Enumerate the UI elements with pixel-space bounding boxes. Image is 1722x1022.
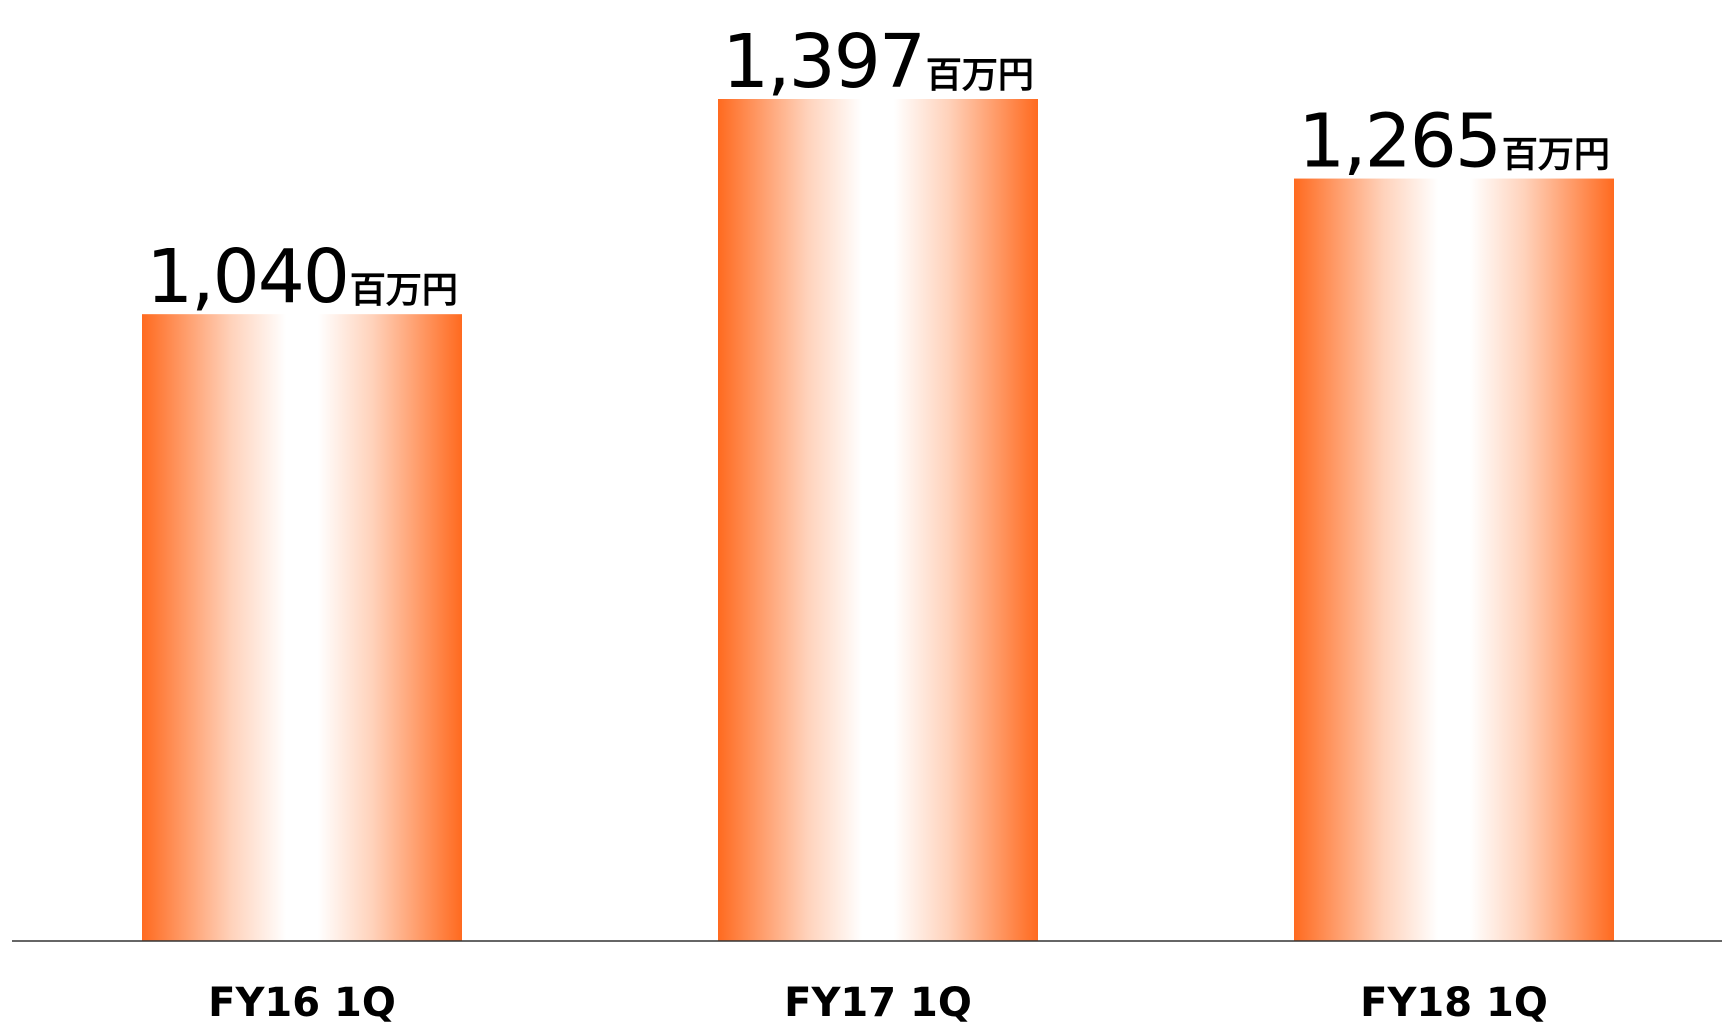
data-label-unit: 百万円 [350, 270, 458, 311]
data-label-value: 1,040 [146, 234, 348, 320]
data-label-value: 1,397 [722, 19, 924, 105]
data-label-1: 1,040百万円 [146, 234, 458, 320]
bar-3 [1294, 178, 1614, 941]
data-label-3: 1,265百万円 [1298, 99, 1610, 185]
x-tick-label-2: FY17 1Q [784, 980, 972, 1022]
x-tick-label-1: FY16 1Q [208, 980, 396, 1022]
data-label-unit: 百万円 [926, 55, 1034, 96]
data-label-unit: 百万円 [1502, 135, 1610, 176]
data-label-2: 1,397百万円 [722, 19, 1034, 105]
bar-2 [718, 99, 1038, 941]
x-tick-label-3: FY18 1Q [1360, 980, 1548, 1022]
bars-layer [142, 99, 1614, 941]
bar-1 [142, 314, 462, 941]
data-label-value: 1,265 [1298, 99, 1500, 185]
